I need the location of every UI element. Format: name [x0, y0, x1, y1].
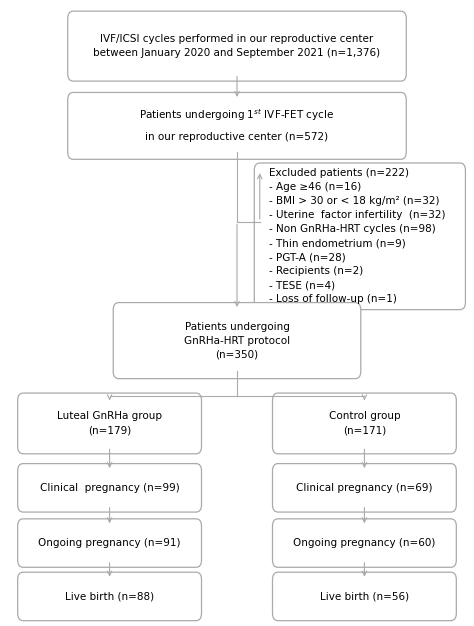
- Text: Excluded patients (n=222)
- Age ≥46 (n=16)
- BMI > 30 or < 18 kg/m² (n=32)
- Ute: Excluded patients (n=222) - Age ≥46 (n=1…: [269, 168, 446, 304]
- Text: Ongoing pregnancy (n=91): Ongoing pregnancy (n=91): [38, 538, 181, 548]
- Text: Clinical  pregnancy (n=99): Clinical pregnancy (n=99): [40, 483, 180, 493]
- FancyBboxPatch shape: [273, 519, 456, 567]
- Text: Luteal GnRHa group
(n=179): Luteal GnRHa group (n=179): [57, 411, 162, 436]
- Text: in our reproductive center (n=572): in our reproductive center (n=572): [146, 132, 328, 142]
- Text: Live birth (n=56): Live birth (n=56): [320, 592, 409, 602]
- Text: Patients undergoing 1$^{st}$ IVF-FET cycle: Patients undergoing 1$^{st}$ IVF-FET cyc…: [139, 107, 335, 123]
- FancyBboxPatch shape: [273, 393, 456, 454]
- Text: Clinical pregnancy (n=69): Clinical pregnancy (n=69): [296, 483, 433, 493]
- FancyBboxPatch shape: [273, 464, 456, 512]
- FancyBboxPatch shape: [113, 302, 361, 379]
- FancyBboxPatch shape: [18, 393, 201, 454]
- Text: Patients undergoing
GnRHa-HRT protocol
(n=350): Patients undergoing GnRHa-HRT protocol (…: [184, 322, 290, 359]
- FancyBboxPatch shape: [18, 572, 201, 620]
- FancyBboxPatch shape: [273, 572, 456, 620]
- FancyBboxPatch shape: [18, 464, 201, 512]
- FancyBboxPatch shape: [18, 519, 201, 567]
- Text: Control group
(n=171): Control group (n=171): [328, 411, 400, 436]
- Text: Ongoing pregnancy (n=60): Ongoing pregnancy (n=60): [293, 538, 436, 548]
- FancyBboxPatch shape: [68, 11, 406, 81]
- FancyBboxPatch shape: [254, 163, 465, 310]
- FancyBboxPatch shape: [68, 93, 406, 160]
- Text: Live birth (n=88): Live birth (n=88): [65, 592, 154, 602]
- Text: IVF/ICSI cycles performed in our reproductive center
between January 2020 and Se: IVF/ICSI cycles performed in our reprodu…: [93, 34, 381, 58]
